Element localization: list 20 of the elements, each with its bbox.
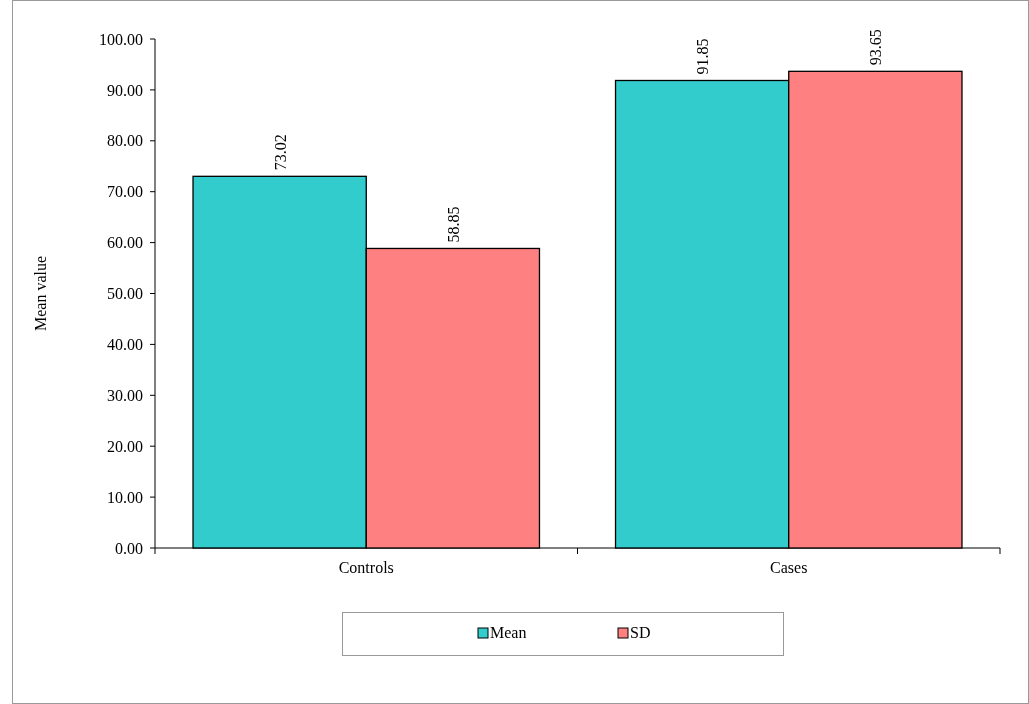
legend-label: Mean <box>490 624 527 641</box>
y-tick-label: 60.00 <box>107 234 143 252</box>
x-tick-label: Controls <box>338 559 394 576</box>
y-tick-label: 100.00 <box>99 30 143 48</box>
y-tick-label: 90.00 <box>107 81 143 99</box>
data-label: 58.85 <box>444 206 462 243</box>
y-tick-label: 40.00 <box>107 336 143 353</box>
x-tick-label: Cases <box>770 559 808 576</box>
data-label: 91.85 <box>694 38 712 75</box>
data-label: 93.65 <box>867 29 885 66</box>
legend-label: SD <box>630 624 651 641</box>
y-axis-title: Mean value <box>32 255 49 332</box>
y-tick-label: 10.00 <box>107 488 143 506</box>
data-label: 73.02 <box>271 134 289 171</box>
y-tick-label: 50.00 <box>107 285 143 303</box>
y-tick-label: 0.00 <box>115 539 143 557</box>
y-tick-label: 80.00 <box>107 132 143 150</box>
y-tick-label: 30.00 <box>107 386 143 404</box>
y-tick-label: 20.00 <box>107 437 143 455</box>
y-tick-label: 70.00 <box>107 183 143 201</box>
